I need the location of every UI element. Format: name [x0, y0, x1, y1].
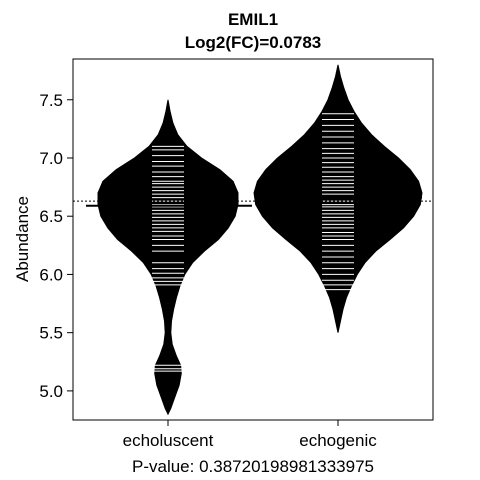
y-tick-label: 7.5 — [39, 91, 63, 110]
bean-echoluscent — [97, 99, 239, 416]
x-tick-label-echoluscent: echoluscent — [123, 431, 214, 450]
mean-line-group — [86, 196, 422, 207]
x-axis: echoluscent echogenic — [123, 419, 377, 450]
y-axis: 5.0 5.5 6.0 6.5 7.0 7.5 — [39, 91, 74, 401]
chart-subtitle: Log2(FC)=0.0783 — [185, 33, 322, 52]
bean-echogenic — [253, 64, 423, 333]
y-tick-label: 6.5 — [39, 207, 63, 226]
y-tick-label: 6.0 — [39, 265, 63, 284]
y-tick-label: 5.0 — [39, 382, 63, 401]
x-tick-label-echogenic: echogenic — [299, 431, 377, 450]
p-value-label: P-value: 0.38720198981333975 — [132, 457, 374, 476]
y-tick-label: 5.5 — [39, 324, 63, 343]
y-tick-label: 7.0 — [39, 149, 63, 168]
bean-group — [97, 64, 423, 416]
chart-title: EMIL1 — [228, 10, 278, 29]
y-axis-label: Abundance — [13, 196, 32, 282]
